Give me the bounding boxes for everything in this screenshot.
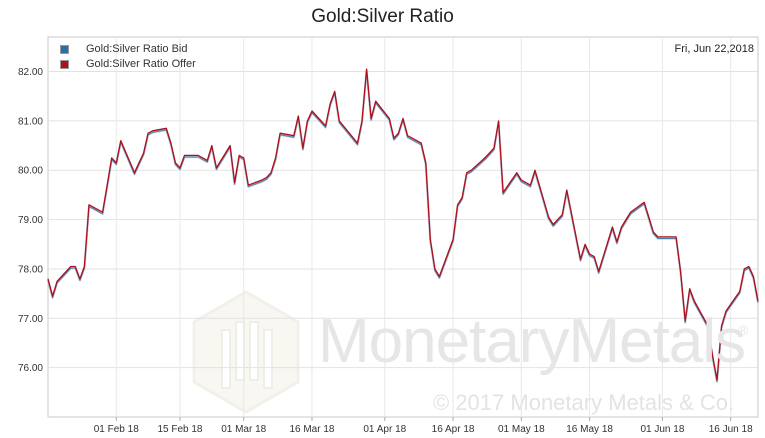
y-tick-label: 77.00 [18,314,43,325]
x-tick-label: 16 May 18 [566,424,613,435]
chart-title: Gold:Silver Ratio [311,6,454,27]
watermark-copyright: © 2017 Monetary Metals & Co. [433,390,735,415]
watermark-brand: MonetaryMetals [318,307,746,376]
x-tick-label: 16 Jun 18 [709,424,753,435]
legend-swatch-bid [60,44,69,54]
legend-label-bid: Gold:Silver Ratio Bid [86,43,188,55]
legend-item-offer[interactable]: Gold:Silver Ratio Offer [60,57,196,71]
y-tick-label: 78.00 [18,264,43,275]
legend-swatch-offer [60,59,69,69]
legend-label-offer: Gold:Silver Ratio Offer [86,58,196,70]
watermark-logo-icon [192,290,300,414]
x-tick-label: 16 Apr 18 [432,424,475,435]
x-tick-label: 01 May 18 [498,424,545,435]
legend-item-bid[interactable]: Gold:Silver Ratio Bid [60,42,196,56]
chart-date-label: Fri, Jun 22,2018 [674,43,755,55]
y-tick-label: 81.00 [18,116,43,127]
x-tick-label: 16 Mar 18 [289,424,334,435]
y-tick-label: 79.00 [18,215,43,226]
y-tick-label: 76.00 [18,363,43,374]
y-tick-label: 80.00 [18,166,43,177]
x-tick-label: 01 Feb 18 [94,424,139,435]
series-line-offer [47,68,759,381]
legend: Gold:Silver Ratio Bid Gold:Silver Ratio … [60,42,196,72]
plot-area [47,36,759,418]
x-tick-label: 01 Jun 18 [640,424,684,435]
watermark-registered: ® [738,322,749,338]
x-tick-label: 01 Apr 18 [363,424,406,435]
x-tick-label: 15 Feb 18 [157,424,202,435]
x-tick-label: 01 Mar 18 [221,424,266,435]
y-tick-label: 82.00 [18,67,43,78]
